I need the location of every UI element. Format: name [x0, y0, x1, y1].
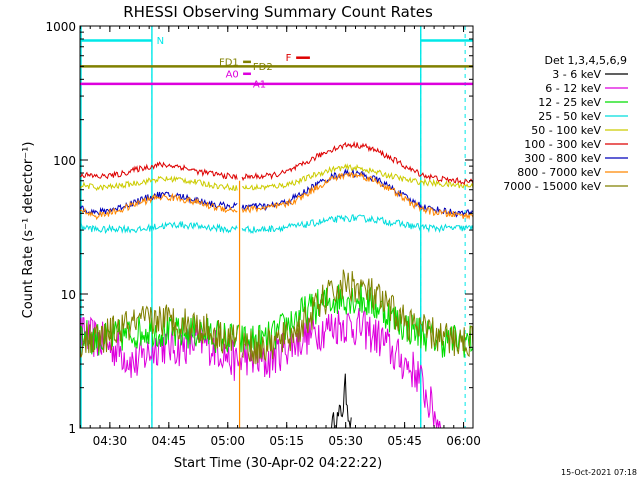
x-axis: 04:30 04:45 05:00 05:15 05:30 05:45 06:00	[79, 26, 481, 448]
series-line	[79, 171, 474, 221]
x-tick-label: 05:45	[387, 434, 422, 448]
series-line	[79, 307, 442, 429]
flag-label: A1	[253, 79, 266, 90]
flag-label: F	[286, 53, 292, 64]
legend-entry: 6 - 12 keV	[545, 82, 601, 95]
series-line	[331, 373, 352, 429]
series-line	[79, 163, 474, 192]
chart-title: RHESSI Observing Summary Count Rates	[123, 3, 433, 21]
legend-entry: 12 - 25 keV	[538, 96, 601, 109]
y-tick-label: 1000	[45, 20, 76, 34]
series-line	[79, 140, 474, 185]
x-tick-label: 04:30	[93, 434, 128, 448]
legend-entry: 50 - 100 keV	[531, 124, 601, 137]
x-axis-label: Start Time (30-Apr-02 04:22:22)	[174, 456, 382, 471]
series-line	[79, 214, 474, 235]
series-line	[79, 269, 474, 365]
legend-entry: 100 - 300 keV	[524, 138, 601, 151]
flag-label: N	[157, 36, 164, 47]
footer-timestamp: 15-Oct-2021 07:18	[561, 468, 637, 477]
flag-label: FD1	[219, 57, 239, 68]
x-tick-label: 04:45	[152, 434, 187, 448]
legend-header: Det 1,3,4,5,6,9	[544, 54, 627, 67]
legend-entry: 3 - 6 keV	[552, 68, 601, 81]
flag-layer: N F FD1 FD2 A0 A1	[80, 36, 473, 90]
legend-entry: 300 - 800 keV	[524, 152, 601, 165]
y-tick-label: 100	[53, 154, 76, 168]
legend-entry: 25 - 50 keV	[538, 110, 601, 123]
y-tick-label: 10	[61, 288, 76, 302]
x-tick-label: 05:30	[328, 434, 363, 448]
legend-entry: 7000 - 15000 keV	[503, 180, 601, 193]
flag-label: A0	[226, 69, 239, 80]
x-tick-label: 06:00	[446, 434, 481, 448]
y-axis: 1 10 100 1000	[45, 20, 473, 436]
legend-entry: 800 - 7000 keV	[517, 166, 601, 179]
y-tick-label: 1	[68, 422, 76, 436]
x-tick-label: 05:15	[269, 434, 304, 448]
y-axis-label: Count Rate (s⁻¹ detector⁻¹)	[21, 142, 36, 319]
flag-label: FD2	[253, 62, 273, 73]
x-tick-label: 05:00	[210, 434, 245, 448]
